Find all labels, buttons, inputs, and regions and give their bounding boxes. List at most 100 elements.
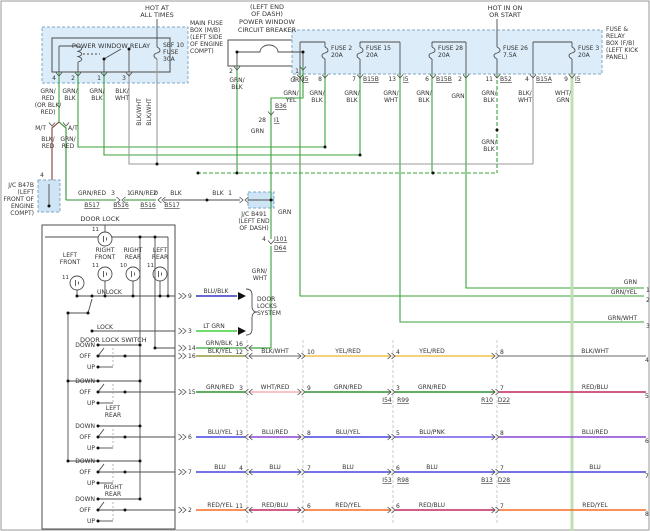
label: 1 (97, 75, 101, 82)
fuse-icon (356, 46, 364, 60)
label: 3 (239, 385, 243, 392)
label: REAR (105, 491, 121, 498)
label: 11 (92, 227, 99, 233)
junction-dot (90, 294, 94, 298)
label: (LEFT END (250, 3, 284, 11)
label: YEL/RED (418, 348, 445, 355)
connector-chevron-icon (495, 506, 500, 514)
junction-dot (96, 390, 100, 394)
junction-dot (138, 459, 142, 463)
label: 2 (71, 75, 75, 82)
connector-chevron-icon (121, 196, 126, 204)
label: DOWN (75, 458, 95, 465)
label: FUSE & (606, 26, 628, 33)
label: B517 (164, 202, 180, 209)
connector-chevron-icon (495, 388, 500, 396)
connector-chevron-icon (391, 388, 396, 396)
label: GRN/BLK (206, 340, 234, 347)
wire-grn (465, 74, 644, 289)
label: GRN/ (481, 139, 497, 146)
label: I5 (403, 76, 409, 83)
label: B52 (500, 76, 512, 83)
junction-dot (96, 424, 100, 428)
connector-chevron-icon (178, 292, 183, 300)
label: GRN/RED (334, 384, 362, 391)
junction-dot (96, 343, 100, 347)
connector-chevron-icon (299, 66, 307, 71)
connector-chevron-icon (301, 388, 306, 396)
fuse-icon (493, 46, 501, 60)
label: (LEFT (18, 189, 35, 196)
label: ENGINE (11, 203, 34, 210)
label: BOX (M/B) (190, 27, 220, 34)
label: 7 (292, 76, 296, 83)
label: WHT (115, 95, 129, 102)
label: (LEFT END (238, 218, 270, 225)
connector-chevron-icon (356, 74, 364, 79)
connector-chevron-icon (182, 468, 187, 476)
label: 3 (111, 190, 115, 197)
label: CIRCUIT BREAKER (238, 26, 297, 34)
label: MAIN FUSE (190, 20, 223, 27)
label: BLU/BLK (204, 288, 230, 295)
label: GRN (251, 128, 264, 135)
wire-blk (87, 298, 93, 314)
label: (OR BLK/ (35, 102, 63, 109)
label: GRN/RED (78, 190, 106, 197)
junction-dot (153, 346, 157, 350)
junction-dot (301, 50, 305, 54)
label: (LEFT SIDE (190, 34, 223, 41)
door-lock-actuator-icon (152, 266, 168, 282)
label: YEL (285, 97, 297, 104)
junction-dot (123, 435, 127, 439)
label: COMPT) (10, 210, 34, 217)
junction-dot (96, 365, 100, 369)
label: J/C B491 (240, 211, 267, 218)
connector-chevron-icon (297, 468, 302, 476)
junction-dot (495, 128, 499, 132)
junction-dot (158, 294, 162, 298)
junction-dot (358, 153, 362, 157)
fuse-icon (568, 46, 576, 60)
label: REAR (152, 254, 168, 261)
connector-chevron-icon (157, 196, 162, 204)
connector-chevron-icon (161, 196, 166, 204)
label: GRN/ (60, 136, 76, 143)
connector-chevron-icon (529, 74, 537, 79)
label: RIGHT (124, 247, 143, 254)
label: I54 (382, 397, 392, 404)
connector-chevron-icon (244, 468, 249, 476)
label: 9 (307, 385, 311, 392)
label: 7 (307, 465, 311, 472)
label: 30A (163, 56, 176, 63)
label: 7 (500, 465, 504, 472)
label: 1 (295, 68, 299, 75)
label: GRN/ (481, 90, 497, 97)
junction-dot (96, 519, 100, 523)
label: WHT (518, 97, 532, 104)
connector-chevron-icon (48, 122, 56, 127)
junction-dot (235, 171, 239, 175)
connector-chevron-icon (178, 468, 183, 476)
label: FRONT (60, 259, 81, 266)
connector-chevron-icon (116, 196, 121, 204)
label: BLK (311, 97, 323, 104)
label: (LEFT KICK (606, 47, 639, 54)
label: PANEL) (606, 54, 627, 61)
label: 14 (188, 345, 196, 352)
junction-dot (66, 459, 70, 463)
label: LEFT (63, 252, 77, 259)
connector-chevron-icon (429, 74, 437, 79)
label: 2 (229, 68, 233, 75)
connector-chevron-icon (568, 74, 576, 79)
junction-dot (66, 379, 70, 383)
label: B36 (275, 103, 287, 110)
connector-chevron-icon (495, 352, 500, 360)
label: 7 (188, 469, 192, 476)
label: GRN/ (416, 90, 432, 97)
label: 6 (396, 503, 400, 510)
connector-chevron-icon (301, 468, 306, 476)
label: POWER WINDOW RELAY (72, 42, 150, 50)
label: 4 (525, 76, 529, 83)
label: HOT AT (145, 4, 169, 12)
